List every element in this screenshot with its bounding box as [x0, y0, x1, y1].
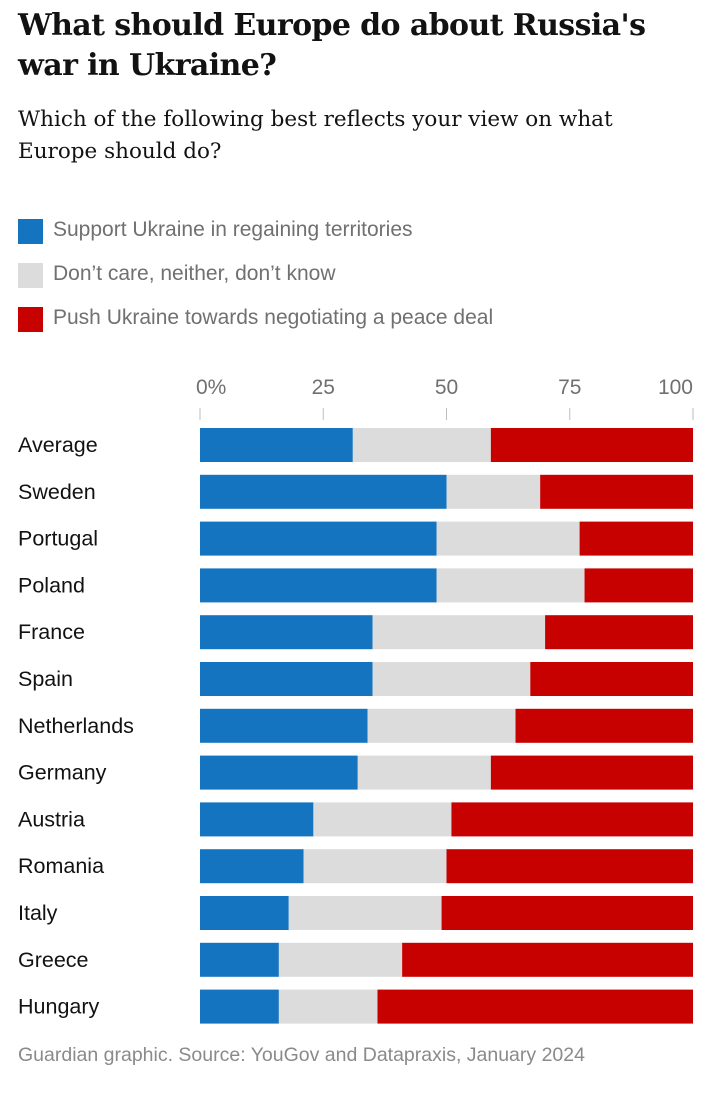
category-label: Sweden — [18, 480, 96, 504]
bar-segment — [200, 615, 373, 650]
category-label: France — [18, 620, 85, 644]
bar-segment — [200, 849, 304, 884]
bar-segment — [200, 896, 289, 930]
category-label: Poland — [18, 573, 85, 597]
bar-segment — [451, 802, 693, 837]
bar-segment — [579, 521, 693, 556]
category-label: Romania — [18, 854, 104, 878]
bar-segment — [303, 849, 447, 884]
bar-segment — [436, 568, 585, 603]
bar-segment — [200, 521, 437, 556]
bar-segment — [372, 662, 531, 696]
bar-segment — [545, 615, 693, 650]
legend-swatch-neutral — [18, 263, 43, 288]
bar-segment — [200, 989, 279, 1024]
bar-segment — [200, 802, 314, 837]
bar-segment — [352, 428, 491, 462]
bar-segment — [490, 428, 693, 462]
bar-segment — [288, 896, 442, 930]
legend-swatch-support — [18, 219, 43, 244]
bar-segment — [490, 755, 693, 790]
bar-segment — [584, 568, 693, 603]
category-label: Austria — [18, 807, 85, 831]
bar-segment — [367, 708, 516, 743]
bar-segment — [441, 896, 693, 930]
bar-segment — [278, 989, 378, 1024]
bar-segment — [200, 708, 368, 743]
bar-segment — [200, 755, 358, 790]
legend-swatch-negotiate — [18, 307, 43, 332]
bar-segment — [200, 428, 353, 462]
category-label: Germany — [18, 761, 107, 785]
category-label: Netherlands — [18, 714, 134, 738]
legend-label-support: Support Ukraine in regaining territories — [53, 218, 413, 241]
category-label: Italy — [18, 901, 58, 925]
bar-segment — [200, 568, 437, 603]
bar-segment — [402, 942, 693, 977]
category-label: Average — [18, 433, 98, 457]
bar-segment — [313, 802, 452, 837]
source-note: Guardian graphic. Source: YouGov and Dat… — [18, 1044, 585, 1066]
legend-label-neutral: Don’t care, neither, don’t know — [53, 262, 336, 285]
bar-segment — [530, 662, 693, 696]
x-tick-label: 0% — [196, 376, 226, 399]
x-tick-label: 100 — [658, 376, 693, 399]
x-tick-label: 75 — [558, 376, 581, 399]
chart-title: What should Europe do about Russia's war… — [18, 8, 646, 83]
bar-segment — [540, 474, 693, 509]
bar-segment — [436, 521, 580, 556]
bar-segment — [200, 662, 373, 696]
bar-segment — [200, 942, 279, 977]
category-label: Hungary — [18, 995, 100, 1019]
chart-subtitle: Which of the following best reflects you… — [18, 107, 613, 164]
category-label: Greece — [18, 948, 89, 972]
bar-segment — [200, 474, 447, 509]
bar-segment — [446, 849, 693, 884]
bar-segment — [357, 755, 491, 790]
x-tick-label: 50 — [435, 376, 458, 399]
category-label: Spain — [18, 667, 73, 691]
category-label: Portugal — [18, 527, 98, 551]
bar-segment — [278, 942, 403, 977]
bar-segment — [515, 708, 693, 743]
bar-segment — [377, 989, 693, 1024]
bar-segment — [372, 615, 546, 650]
legend-label-negotiate: Push Ukraine towards negotiating a peace… — [53, 306, 494, 329]
stacked-bar-chart: 0% 25 50 75 100 Average Sweden Portugal Poland Fr… — [18, 376, 694, 1024]
bar-segment — [446, 474, 541, 509]
x-tick-label: 25 — [312, 376, 335, 399]
